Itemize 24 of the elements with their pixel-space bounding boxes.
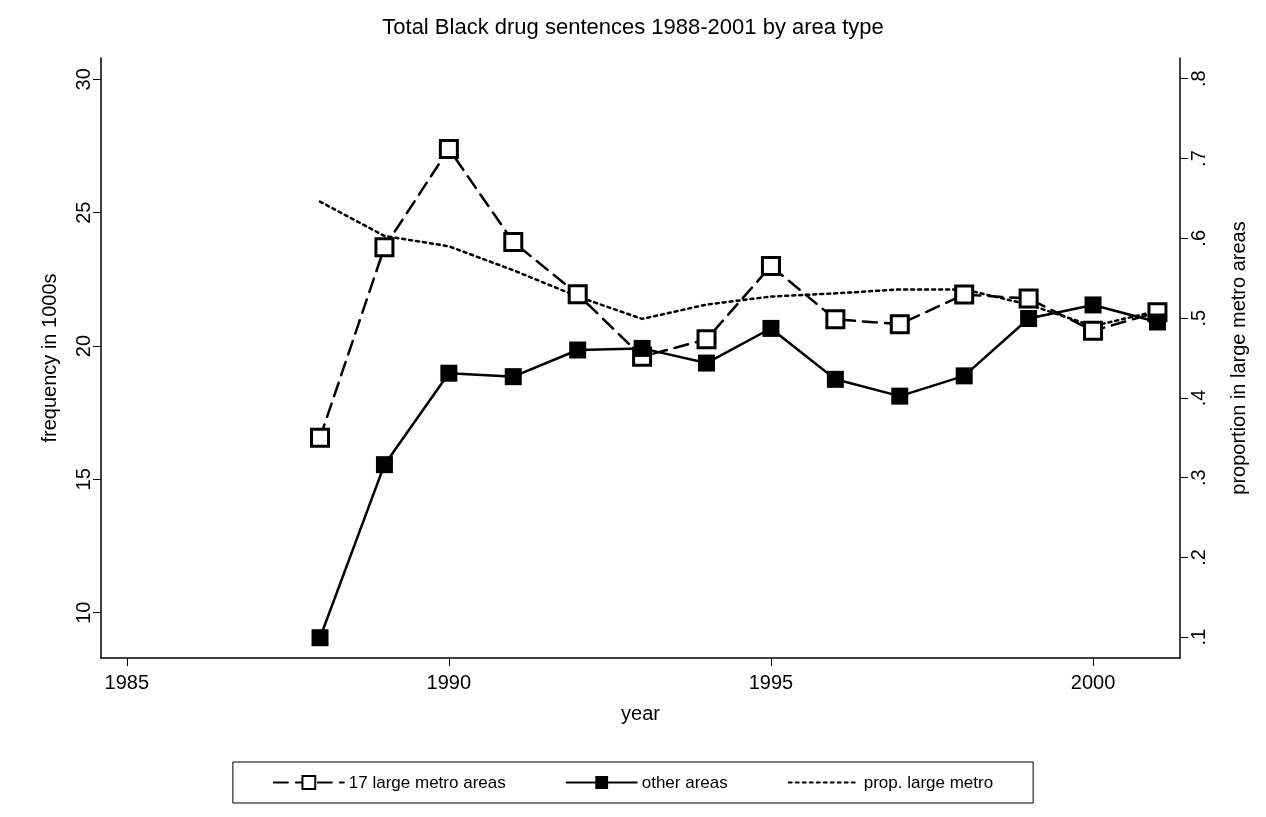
x-tick-label: 2000 [1070, 671, 1116, 693]
y2-tick-label: .3 [1187, 469, 1209, 487]
y2-tick-label: .5 [1187, 309, 1209, 327]
y-tick-label: 10 [72, 601, 94, 624]
y-tick-label: 30 [72, 68, 94, 91]
y2-tick-label: .8 [1187, 70, 1209, 88]
legend-label: other areas [641, 773, 728, 792]
y2-tick-label: .4 [1187, 389, 1209, 407]
x-tick-label: 1985 [104, 671, 150, 693]
y-axis-title: frequency in 1000s [38, 273, 60, 443]
x-tick-label: 1995 [748, 671, 794, 693]
y2-tick-label: .7 [1187, 150, 1209, 167]
y-tick-label: 15 [72, 468, 94, 491]
y-tick-label: 25 [72, 201, 94, 224]
y2-tick-label: .2 [1187, 549, 1209, 566]
x-axis-title: year [621, 702, 661, 724]
y-tick-label: 20 [72, 334, 94, 358]
x-tick-label: 1990 [426, 671, 472, 693]
legend-label: prop. large metro [863, 773, 994, 792]
y2-axis-title: proportion in large metro areas [1227, 221, 1249, 495]
legend-label: 17 large metro areas [348, 773, 506, 792]
y2-tick-label: .1 [1187, 628, 1209, 646]
y2-tick-label: .6 [1187, 229, 1209, 247]
chart-title: Total Black drug sentences 1988-2001 by area type [382, 13, 884, 39]
